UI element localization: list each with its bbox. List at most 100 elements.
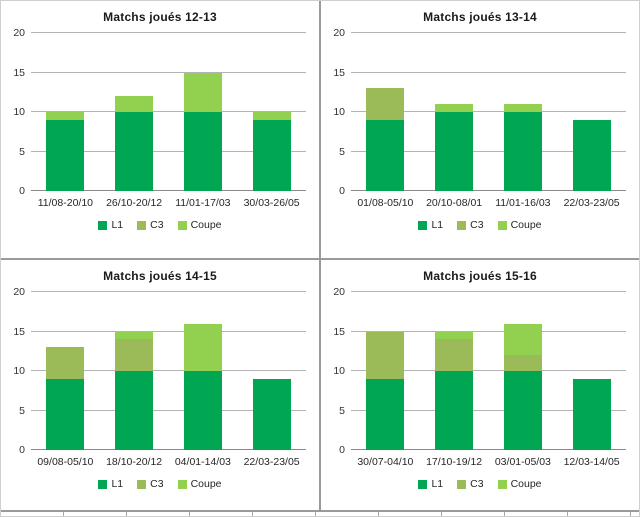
legend-label: C3	[150, 219, 164, 231]
legend-label: L1	[111, 478, 124, 490]
stacked-bar	[115, 33, 154, 191]
y-axis: 0 5 10 15 20	[1, 286, 31, 456]
x-axis-tick-label: 04/01-14/03	[174, 456, 231, 468]
x-axis-tick-label: 30/03-26/05	[243, 197, 300, 209]
legend-item: L1	[418, 219, 443, 231]
gridline	[31, 370, 306, 371]
legend: L1 C3 Coupe	[1, 478, 319, 490]
y-axis-tick-label: 5	[339, 145, 345, 158]
plot-area	[351, 291, 626, 450]
y-axis-tick-label: 0	[19, 185, 25, 197]
legend-swatch-coupe	[497, 220, 507, 230]
bar-segment-l1	[572, 378, 611, 450]
y-axis-tick-label: 10	[13, 365, 25, 377]
gridline	[351, 71, 626, 73]
legend-item: L1	[98, 219, 123, 231]
legend-label: Coupe	[190, 219, 222, 231]
x-axis-labels: 11/08-20/10 26/10-20/12 11/01-17/03 30/03-2…	[31, 197, 306, 209]
bar-segment-c3	[115, 339, 154, 371]
stacked-bar	[252, 33, 291, 191]
bars-layer	[351, 33, 626, 191]
bar-segment-c3	[46, 347, 85, 379]
stacked-bar	[46, 33, 85, 191]
stacked-bar	[366, 33, 405, 191]
stacked-bar	[115, 292, 154, 450]
legend-swatch-coupe	[177, 220, 187, 230]
gridline	[351, 330, 626, 332]
gridline	[31, 71, 306, 73]
bar-slot	[31, 33, 100, 191]
bar-slot	[100, 292, 169, 450]
x-axis-tick-label: 09/08-05/10	[37, 456, 94, 468]
legend-label: Coupe	[510, 478, 542, 490]
x-axis-tick-label: 22/03-23/05	[243, 456, 300, 468]
plot-row: 0 5 10 15 20	[1, 27, 319, 197]
legend-label: L1	[431, 219, 444, 231]
bar-segment-l1	[435, 112, 474, 191]
stacked-bar	[46, 292, 85, 450]
bar-segment-l1	[366, 119, 405, 191]
gridline	[351, 449, 626, 450]
bar-segment-c3	[503, 355, 542, 371]
plot-row: 0 5 10 15 20	[1, 286, 319, 456]
y-axis-tick-label: 10	[13, 106, 25, 118]
gridline	[31, 150, 306, 152]
y-axis-tick-label: 15	[13, 325, 25, 338]
chart-title: Matchs joués 14-15	[103, 269, 217, 283]
bar-segment-c3	[435, 339, 474, 371]
bars-layer	[31, 292, 306, 450]
stacked-bar	[503, 33, 542, 191]
gridline	[31, 190, 306, 191]
legend-swatch-coupe	[497, 479, 507, 489]
gridline	[31, 111, 306, 112]
bar-segment-l1	[572, 119, 611, 191]
bar-segment-l1	[115, 112, 154, 191]
bar-segment-l1	[183, 371, 222, 450]
bar-slot	[237, 33, 306, 191]
bar-segment-coupe	[183, 323, 222, 371]
x-axis-tick-label: 11/01-16/03	[495, 197, 551, 209]
gridline	[31, 449, 306, 450]
y-axis-tick-label: 10	[333, 365, 345, 377]
bar-slot	[489, 33, 558, 191]
legend-item: Coupe	[497, 219, 542, 231]
chart-panel: Matchs joués 12-13 0 5 10 15 20 11/08-20/10 2…	[1, 1, 319, 258]
stacked-bar	[572, 33, 611, 191]
legend-item: C3	[137, 219, 164, 231]
bars-layer	[31, 33, 306, 191]
bar-segment-l1	[503, 112, 542, 191]
legend-item: C3	[457, 478, 484, 490]
bar-segment-coupe	[435, 104, 474, 112]
legend-swatch-l1	[98, 479, 108, 489]
x-axis-tick-label: 12/03-14/05	[563, 456, 620, 468]
y-axis-tick-label: 15	[333, 66, 345, 79]
chart-title: Matchs joués 15-16	[423, 269, 537, 283]
x-axis-labels: 09/08-05/10 18/10-20/12 04/01-14/03 22/03-2…	[31, 456, 306, 468]
gridline	[351, 111, 626, 112]
bar-slot	[100, 33, 169, 191]
y-axis: 0 5 10 15 20	[321, 286, 351, 456]
legend-label: C3	[470, 478, 484, 490]
bar-slot	[557, 292, 626, 450]
legend-swatch-c3	[457, 479, 467, 489]
bar-segment-c3	[366, 88, 405, 120]
gridline	[31, 32, 306, 33]
x-axis-tick-label: 26/10-20/12	[106, 197, 163, 209]
chart-title: Matchs joués 12-13	[103, 10, 217, 24]
bar-segment-l1	[46, 119, 85, 191]
bar-segment-l1	[183, 112, 222, 191]
y-axis-tick-label: 20	[333, 286, 345, 298]
bar-segment-l1	[252, 378, 291, 450]
bar-slot	[351, 292, 420, 450]
legend-label: C3	[150, 478, 164, 490]
legend: L1 C3 Coupe	[321, 478, 639, 490]
x-axis-tick-label: 22/03-23/05	[563, 197, 620, 209]
stacked-bar	[183, 292, 222, 450]
bar-segment-coupe	[252, 112, 291, 120]
legend-item: C3	[137, 478, 164, 490]
y-axis-tick-label: 15	[333, 325, 345, 338]
gridline	[31, 291, 306, 292]
legend-item: Coupe	[497, 478, 542, 490]
